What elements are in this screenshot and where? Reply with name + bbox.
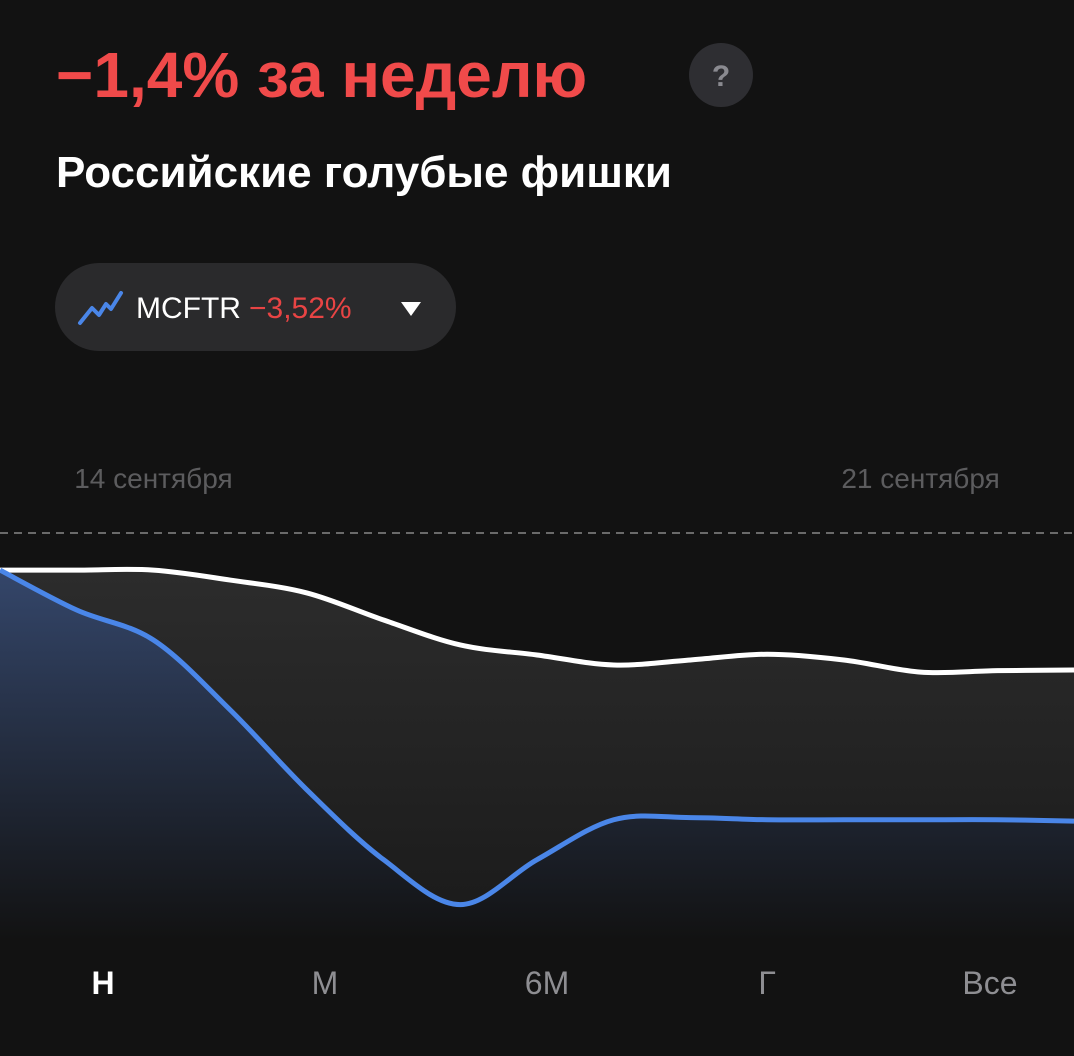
help-icon[interactable]: ? — [712, 60, 730, 93]
weekly-change: −1,4% за неделю — [56, 39, 587, 111]
period-tab[interactable]: Н — [91, 965, 114, 1001]
period-tab[interactable]: Г — [758, 965, 775, 1001]
index-icon — [78, 291, 123, 325]
help-button[interactable] — [689, 43, 753, 107]
compare-selector[interactable] — [55, 263, 456, 351]
period-tab[interactable]: 6М — [525, 965, 569, 1001]
compare-label[interactable]: MCFTR −3,52% — [136, 292, 352, 325]
series-area — [0, 570, 1074, 941]
series-line — [0, 567, 1074, 908]
period-tab[interactable]: М — [312, 965, 339, 1001]
ticker: MCFTR — [136, 292, 241, 325]
series-line — [0, 566, 1074, 676]
fund-name: Российские голубые фишки — [56, 148, 672, 197]
period-tab[interactable]: Все — [962, 965, 1017, 1001]
dropdown-arrow[interactable] — [401, 302, 421, 316]
ticker-change: −3,52% — [249, 292, 352, 325]
x-tick-label: 14 сентября — [74, 463, 232, 494]
period-tabs: Н М 6М Г Все — [91, 965, 1017, 1001]
chart: 14 сентября 21 сентября — [0, 463, 1074, 941]
x-tick-label: 21 сентября — [841, 463, 999, 494]
